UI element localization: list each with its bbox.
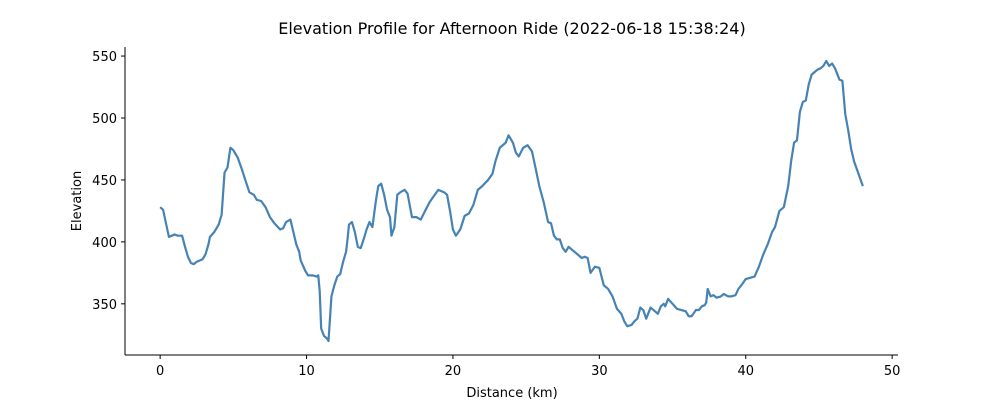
y-tick-label: 450 [92, 174, 117, 189]
x-tick-label: 50 [884, 364, 901, 379]
x-tick-label: 0 [156, 364, 164, 379]
x-tick-label: 20 [445, 364, 462, 379]
chart-title: Elevation Profile for Afternoon Ride (20… [278, 19, 745, 38]
y-tick-label: 350 [92, 298, 117, 313]
x-tick-label: 10 [298, 364, 315, 379]
elevation-line [159, 59, 864, 343]
x-tick-label: 30 [591, 364, 608, 379]
y-axis-label: Elevation [70, 171, 85, 231]
y-tick-label: 400 [92, 236, 117, 251]
x-tick-label: 40 [737, 364, 754, 379]
x-axis-label: Distance (km) [466, 386, 557, 400]
y-tick-label: 550 [92, 50, 117, 65]
y-tick-label: 500 [92, 112, 117, 127]
